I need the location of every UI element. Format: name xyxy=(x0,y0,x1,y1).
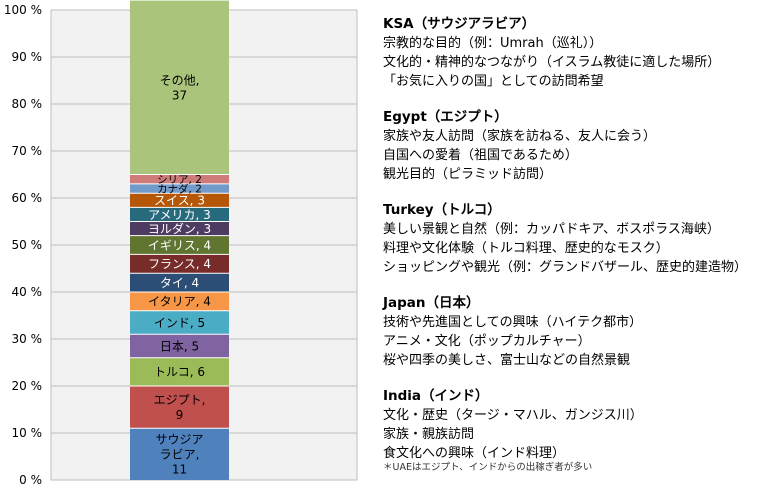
bar-label: 日本, 5 xyxy=(160,339,199,353)
note-title: Japan（日本） xyxy=(383,295,480,311)
bar-segment xyxy=(130,273,229,292)
note-line: 宗教的な目的（例：Umrah（巡礼）） xyxy=(383,36,603,51)
bar-segment xyxy=(130,235,229,255)
bar-label: トルコ, 6 xyxy=(154,365,205,379)
bar-label: カナダ, 2 xyxy=(157,182,202,195)
footnote: ＊UAEはエジプト、インドからの出稼ぎ者が多い xyxy=(383,462,593,473)
bar-label: インド, 5 xyxy=(154,316,205,330)
y-tick-label: 90 % xyxy=(12,50,43,64)
y-tick-label: 10 % xyxy=(12,426,43,440)
bar-label: シリア, 2 xyxy=(157,174,202,186)
y-tick-label: 50 % xyxy=(12,238,43,252)
bar-label: スイス, 3 xyxy=(154,194,205,208)
note-line: 家族や友人訪問（家族を訪ねる、友人に会う） xyxy=(383,129,657,144)
y-tick-label: 40 % xyxy=(12,285,43,299)
bar-segment xyxy=(130,334,229,358)
bar-segment xyxy=(130,357,229,386)
bar-label: フランス, 4 xyxy=(148,257,211,271)
note-block: Japan（日本） 技術や先進国としての興味（ハイテク都市） アニメ・文化（ポップカ… xyxy=(383,293,768,370)
note-line: 食文化への興味（インド料理） xyxy=(383,446,566,461)
note-line: 文化・歴史（タージ・マハル、ガンジス川） xyxy=(383,408,643,423)
y-tick-label: 70 % xyxy=(12,144,43,158)
note-line: 家族・親族訪問 xyxy=(383,427,475,442)
note-line: 文化的・精神的なつながり（イスラム教徒に適した場所） xyxy=(383,55,721,70)
bar-segment xyxy=(130,207,229,222)
note-line: アニメ・文化（ポップカルチャー） xyxy=(383,334,591,349)
bar-segment xyxy=(130,221,229,236)
note-title: India（インド） xyxy=(383,388,489,404)
bar-segment xyxy=(130,183,229,194)
note-title: Turkey（トルコ） xyxy=(383,202,501,218)
y-axis-ticks: 0 % 10 % 20 % 30 % 40 % 50 % 60 % 70 % 80 % 90 % 1… xyxy=(4,3,42,487)
bar-stack xyxy=(130,0,229,480)
note-line: 技術や先進国としての興味（ハイテク都市） xyxy=(383,315,643,330)
note-line: 桜や四季の美しさ、富士山などの自然景観 xyxy=(383,353,631,368)
note-block: Egypt（エジプト） 家族や友人訪問（家族を訪ねる、友人に会う） 自国への愛着（祖… xyxy=(383,107,768,184)
bar-segment xyxy=(130,193,229,208)
note-title: KSA（サウジアラビア） xyxy=(383,16,536,32)
bar-segment xyxy=(130,292,229,311)
note-block: KSA（サウジアラビア） 宗教的な目的（例：Umrah（巡礼）） 文化的・精神的なつ… xyxy=(383,14,768,91)
bar-label: イギリス, 4 xyxy=(148,238,211,252)
bar-segment xyxy=(130,428,229,480)
bar-segment xyxy=(130,386,229,429)
bar-labels: サウジアラビア, 11 エジプト, 9 トルコ, 6 日本, 5 インド, 5 イタリア, 4… xyxy=(148,73,211,476)
bar-segment xyxy=(130,174,229,184)
note-title: Egypt（エジプト） xyxy=(383,109,508,125)
note-block: Turkey（トルコ） 美しい景観と自然（例：カッパドキア、ボスポラス海峡） 料理や… xyxy=(383,200,768,277)
bar-label: タイ, 4 xyxy=(160,276,199,290)
bar-label: その他, 37 xyxy=(160,73,200,102)
note-line: 自国への愛着（祖国であるため） xyxy=(383,148,578,163)
bar-segment xyxy=(130,254,229,274)
y-tick-label: 80 % xyxy=(12,97,43,111)
bar-label: ヨルダン, 3 xyxy=(148,221,211,236)
note-line: 美しい景観と自然（例：カッパドキア、ボスポラス海峡） xyxy=(383,222,720,237)
y-tick-label: 60 % xyxy=(12,191,43,205)
notes-panel: KSA（サウジアラビア） 宗教的な目的（例：Umrah（巡礼）） 文化的・精神的なつ… xyxy=(383,14,768,479)
note-block: India（インド） 文化・歴史（タージ・マハル、ガンジス川） 家族・親族訪問食文化… xyxy=(383,386,768,463)
y-tick-label: 0 % xyxy=(19,473,42,487)
bar-label: アメリカ, 3 xyxy=(148,208,211,222)
stacked-bar-chart: 0 % 10 % 20 % 30 % 40 % 50 % 60 % 70 % 80 % 90 % 1… xyxy=(4,0,358,487)
y-tick-label: 30 % xyxy=(12,332,43,346)
note-line: ショッピングや観光（例：グランドバザール、歴史的建造物） xyxy=(383,260,748,275)
y-tick-label: 20 % xyxy=(12,379,43,393)
note-line: 観光目的（ピラミッド訪問） xyxy=(383,167,553,182)
bar-label: サウジアラビア, 11 xyxy=(155,432,203,476)
bar-label: イタリア, 4 xyxy=(148,295,211,309)
bar-label: エジプト, 9 xyxy=(154,393,206,422)
note-line: 料理や文化体験（トルコ料理、歴史的なモスク） xyxy=(383,241,669,256)
bar-segment xyxy=(130,0,229,175)
note-line: 「お気に入りの国」としての訪問希望 xyxy=(383,74,604,89)
bar-segment xyxy=(130,310,229,335)
y-tick-label: 100 % xyxy=(4,3,42,17)
